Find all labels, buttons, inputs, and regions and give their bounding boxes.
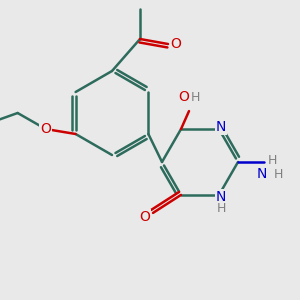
- Text: N: N: [257, 167, 267, 181]
- Text: O: O: [140, 210, 150, 224]
- Text: H: H: [273, 167, 283, 181]
- Text: O: O: [171, 37, 182, 51]
- Text: N: N: [216, 190, 226, 204]
- Text: O: O: [178, 90, 189, 104]
- Text: N: N: [216, 120, 226, 134]
- Text: H: H: [216, 202, 226, 215]
- Text: H: H: [267, 154, 277, 166]
- Text: O: O: [40, 122, 51, 136]
- Text: H: H: [190, 91, 200, 103]
